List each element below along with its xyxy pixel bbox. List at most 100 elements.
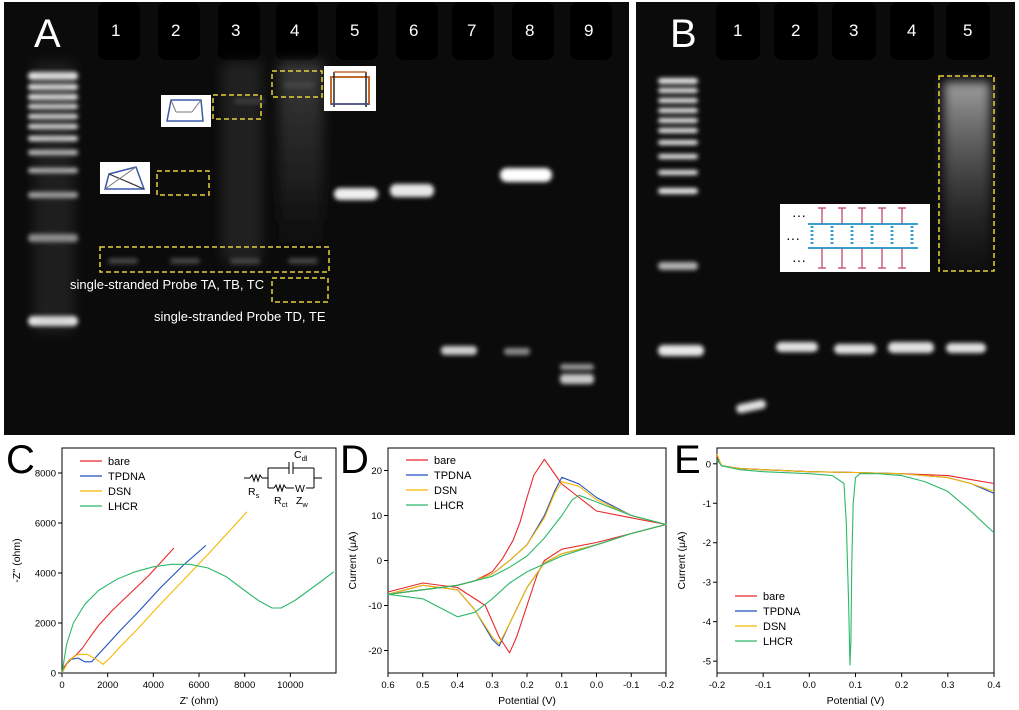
chart-e-svg: -0.2 -0.1 0.0 0.1 0.2 0.3 0.4 0 -1 -2 -3 -4 -5 Potent… [676,447,1001,707]
lane-a-4: 4 [290,21,300,40]
gel-a-bands [108,82,594,384]
gel-a-wells [98,2,612,60]
series-dsn-e [716,453,995,492]
legend-label-tpdna: TPDNA [434,470,472,482]
panel-c-label: C [6,438,35,482]
chart-e-xtick-label: 0.2 [895,680,908,691]
equivalent-circuit: Cdl Rs Rct WZw [244,449,322,509]
lane-a-8: 8 [525,21,535,40]
gel-b-ladder [658,78,704,356]
chart-c-xtick-label: 8000 [234,680,255,691]
gel-b-wells [716,2,990,60]
chart-c-ylabel: -Z'' (ohm) [11,538,23,582]
chart-e-xtick-label: -0.2 [709,680,725,691]
chart-c-ytick-label: 0 [51,669,56,680]
chart-d-xtick-label: 0.3 [486,680,499,691]
chart-e-ytick-label: -2 [703,538,711,549]
chart-d-frame [387,447,667,674]
chart-d-xtick-label: -0.2 [658,680,674,691]
legend-label-tpdna: TPDNA [763,606,801,618]
chart-c-xlabel: Z' (ohm) [180,695,219,707]
legend-label-lhcr: LHCR [108,501,138,513]
lane-a-7: 7 [467,21,477,40]
label-w: W [295,483,305,495]
chart-c-xtick-label: 6000 [188,680,209,691]
chart-e: -0.2 -0.1 0.0 0.1 0.2 0.3 0.4 0 -1 -2 -3 -4 -5 Potent… [675,440,1019,710]
chart-d-ytick-label: -20 [368,646,382,657]
chart-c-xtick-label: 4000 [143,680,164,691]
chart-e-ytick-label: -4 [703,617,711,628]
chart-c-ytick-label: 8000 [35,469,56,480]
chart-c-svg: 0 2000 4000 6000 8000 10000 0 2000 4000 6000 8000 Z… [11,447,337,707]
chart-c-ytick-label: 4000 [35,569,56,580]
gel-panel-a: A 1 2 3 4 5 6 7 8 9 single-stranded Prob… [4,2,629,435]
chart-e-ylabel: Current (μA) [676,532,688,590]
chart-d-ytick-label: 20 [371,466,382,477]
annotation-probe-abc: single-stranded Probe TA, TB, TC [70,277,265,292]
chart-d-xtick-label: 0.6 [381,680,394,691]
label-rct: Rct [274,495,288,509]
series-lhcr-d [387,494,667,618]
series-tpdna-d [387,476,667,647]
chart-e-ytick-label: -1 [703,499,711,510]
gel-panel-b: ··· ··· ··· [636,2,1015,435]
gel-a-structure-insets [100,66,376,194]
legend-label-dsn: DSN [434,485,457,497]
chart-d-xtick-label: 0.4 [451,680,464,691]
resistor-rct [273,483,287,493]
chart-d-xtick-label: 0.1 [555,680,568,691]
chart-c-xtick-label: 10000 [277,680,303,691]
lane-b-3: 3 [849,21,859,40]
svg-text:···: ··· [792,252,806,268]
annotation-probe-de: single-stranded Probe TD, TE [154,309,326,324]
resistor-rs [249,473,263,483]
lane-a-5: 5 [350,21,360,40]
legend-label-tpdna: TPDNA [108,471,146,483]
chart-e-xtick-label: 0.0 [803,680,816,691]
panel-d-label: D [340,438,369,482]
chart-d-ytick-label: -10 [368,601,382,612]
chart-d: 0.6 0.5 0.4 0.3 0.2 0.1 0.0 -0.1 -0.2 20 10 0 -10 -20… [340,440,675,710]
chart-c-frame [61,447,337,674]
label-cdl: Cdl [294,449,308,463]
series-dsn-c [61,511,248,674]
legend-label-bare: bare [108,456,130,468]
lane-b-2: 2 [791,21,801,40]
chart-c-xtick-label: 2000 [97,680,118,691]
gel-a-highlight-boxes [99,70,330,303]
chart-d-xtick-label: 0.5 [416,680,429,691]
lane-b-4: 4 [907,21,917,40]
svg-text:···: ··· [786,230,800,246]
chart-d-ylabel: Current (μA) [347,532,359,590]
chart-e-ytick-label: 0 [706,459,711,470]
chart-e-xtick-label: 0.1 [849,680,862,691]
legend-label-dsn: DSN [763,621,786,633]
series-dsn-d [387,481,667,645]
legend-label-lhcr: LHCR [434,500,464,512]
chart-d-ytick-label: 0 [377,556,382,567]
chart-d-xlabel: Potential (V) [498,695,556,707]
chart-d-svg: 0.6 0.5 0.4 0.3 0.2 0.1 0.0 -0.1 -0.2 20 10 0 -10 -20… [347,447,674,707]
chart-c-ytick-label: 2000 [35,619,56,630]
lhcr-scheme-inset: ··· ··· ··· [780,204,930,272]
label-zw: Zw [296,495,308,509]
chart-e-ytick-label: -5 [703,657,711,668]
gel-a-image [28,2,612,384]
chart-c-xtick-label: 0 [59,680,64,691]
panel-e-label: E [674,438,701,482]
chart-e-xtick-label: 0.4 [987,680,1000,691]
chart-e-xtick-label: -0.1 [755,680,771,691]
series-tpdna-e [716,457,995,494]
lane-b-1: 1 [733,21,743,40]
gel-b-image: ··· ··· ··· [658,2,995,414]
lane-a-6: 6 [409,21,419,40]
chart-d-xtick-label: -0.1 [623,680,639,691]
chart-d-ytick-label: 10 [371,511,382,522]
lane-a-3: 3 [231,21,241,40]
gel-b-bands [736,342,986,414]
legend-label-lhcr: LHCR [763,636,793,648]
panel-b-label: B [670,12,697,56]
chart-e-ytick-label: -3 [703,578,711,589]
chart-e-xlabel: Potential (V) [827,695,885,707]
lane-a-9: 9 [584,21,594,40]
